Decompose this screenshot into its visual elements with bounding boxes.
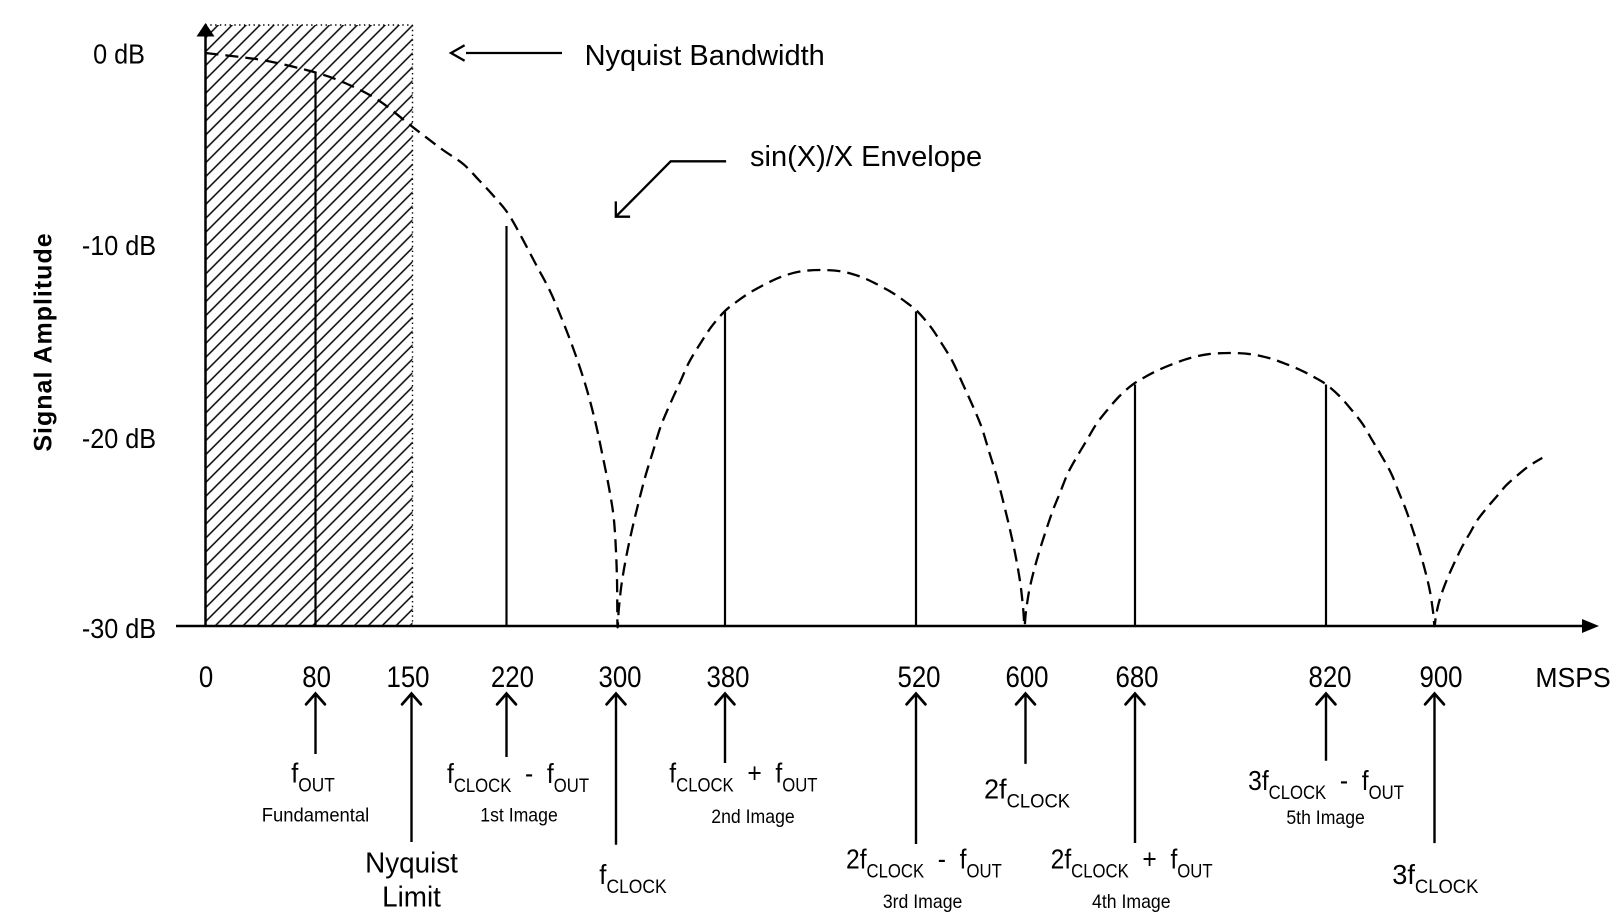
- svg-text:150: 150: [386, 660, 429, 693]
- svg-text:300: 300: [598, 660, 641, 693]
- svg-text:900: 900: [1419, 660, 1462, 693]
- svg-text:-30 dB: -30 dB: [82, 613, 156, 645]
- svg-text:220: 220: [491, 660, 534, 693]
- svg-text:5th Image: 5th Image: [1286, 806, 1365, 828]
- svg-text:Nyquist Bandwidth: Nyquist Bandwidth: [585, 40, 825, 72]
- svg-text:2nd Image: 2nd Image: [711, 805, 794, 827]
- svg-text:-20 dB: -20 dB: [82, 423, 156, 455]
- svg-text:MSPS: MSPS: [1535, 661, 1610, 693]
- svg-text:520: 520: [897, 660, 940, 693]
- svg-text:0: 0: [199, 660, 213, 693]
- svg-text:Fundamental: Fundamental: [262, 804, 369, 825]
- svg-text:Limit: Limit: [382, 881, 441, 914]
- svg-text:0 dB: 0 dB: [93, 38, 145, 70]
- svg-text:Nyquist: Nyquist: [365, 847, 458, 880]
- svg-text:Signal Amplitude: Signal Amplitude: [30, 232, 58, 451]
- svg-text:680: 680: [1115, 660, 1158, 693]
- svg-text:80: 80: [302, 660, 331, 693]
- svg-text:600: 600: [1005, 660, 1048, 693]
- svg-text:3rd Image: 3rd Image: [883, 890, 962, 912]
- svg-text:380: 380: [706, 660, 749, 693]
- svg-text:4th Image: 4th Image: [1092, 890, 1171, 912]
- svg-text:1st Image: 1st Image: [480, 804, 558, 826]
- svg-text:820: 820: [1308, 660, 1351, 693]
- svg-text:sin(X)/X Envelope: sin(X)/X Envelope: [750, 141, 982, 173]
- svg-text:-10 dB: -10 dB: [82, 230, 156, 262]
